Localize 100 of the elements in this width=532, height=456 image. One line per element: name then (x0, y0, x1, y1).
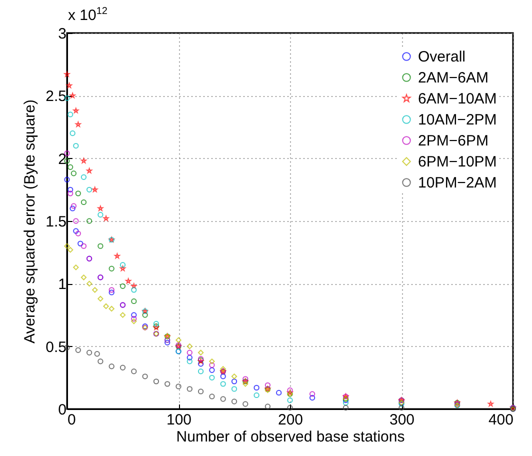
y-tick-label: 2.5 (46, 88, 66, 106)
point (73, 264, 79, 270)
point (108, 266, 114, 272)
point (231, 378, 238, 384)
point (153, 320, 160, 327)
point (86, 186, 92, 193)
point (220, 374, 226, 380)
point (309, 391, 316, 397)
point (186, 358, 192, 364)
point (264, 404, 271, 410)
point (209, 374, 215, 381)
point (68, 246, 74, 253)
point (108, 364, 114, 370)
point (164, 381, 170, 387)
point (142, 374, 148, 380)
point (309, 394, 316, 401)
point (64, 243, 70, 249)
point (73, 218, 79, 224)
point (287, 404, 293, 411)
point (98, 296, 104, 302)
x-tick-label: 100 (166, 412, 192, 428)
point (75, 230, 81, 236)
point (131, 312, 137, 318)
point (153, 378, 160, 384)
point (254, 392, 260, 398)
point (120, 262, 126, 268)
point (78, 240, 84, 246)
point (86, 350, 92, 356)
point (242, 401, 248, 407)
point (164, 340, 170, 346)
legend-label: 2PM−6PM (418, 132, 488, 150)
y-tick-label: 2 (58, 150, 66, 168)
point (276, 390, 282, 396)
point (68, 186, 74, 193)
y-axis-title: Average squared error (Byte square) (22, 99, 39, 344)
point (186, 350, 192, 356)
point (131, 316, 137, 322)
point (231, 386, 238, 392)
point (94, 351, 100, 357)
point (86, 218, 92, 224)
point (186, 343, 192, 350)
point (220, 396, 226, 402)
point (70, 170, 77, 176)
point (220, 381, 226, 387)
point (70, 203, 77, 209)
point (142, 312, 148, 318)
point (186, 386, 192, 392)
point (80, 243, 87, 249)
legend-label: 2AM−6AM (418, 70, 488, 86)
point (92, 287, 98, 293)
point (398, 404, 404, 411)
point (131, 298, 137, 304)
x-tick-label: 300 (389, 412, 415, 428)
point (108, 306, 114, 312)
point (68, 164, 74, 170)
point (176, 384, 182, 390)
text: x 10$^{12}$ (68, 6, 108, 24)
point (209, 362, 215, 368)
point (73, 142, 79, 149)
point (342, 400, 349, 406)
x-axis-title: Number of observed base stations (176, 428, 405, 446)
point (209, 367, 215, 373)
point (103, 303, 109, 310)
x-tick-label: 200 (278, 412, 304, 428)
point (209, 394, 215, 400)
point (198, 388, 204, 394)
point (198, 350, 204, 356)
point (209, 358, 215, 364)
point (342, 404, 349, 411)
point (287, 387, 293, 394)
point (75, 190, 81, 196)
legend-label: Overall (418, 48, 466, 66)
point (68, 112, 74, 118)
point (98, 358, 104, 364)
point (80, 274, 87, 280)
point (75, 347, 81, 353)
legend-label: 6PM−10PM (418, 154, 497, 170)
point (98, 212, 104, 218)
point (108, 290, 114, 296)
y-tick-label: 1.5 (46, 214, 66, 230)
point (86, 280, 92, 287)
point (120, 312, 126, 318)
y-tick-label: 3 (58, 26, 66, 42)
point (80, 174, 87, 180)
legend-label: 10PM−2AM (418, 174, 497, 192)
x-tick-label: 400 (488, 412, 514, 428)
point (131, 318, 137, 324)
point (68, 190, 74, 196)
point (254, 384, 260, 391)
point (73, 228, 79, 234)
y-tick-label: 1 (58, 276, 66, 294)
point (131, 368, 137, 374)
point (198, 361, 204, 367)
y-tick-label: 0.5 (46, 338, 66, 356)
point (231, 398, 238, 404)
point (108, 287, 114, 293)
point (198, 368, 204, 374)
point (287, 397, 293, 404)
point (120, 364, 126, 370)
point (176, 337, 182, 343)
